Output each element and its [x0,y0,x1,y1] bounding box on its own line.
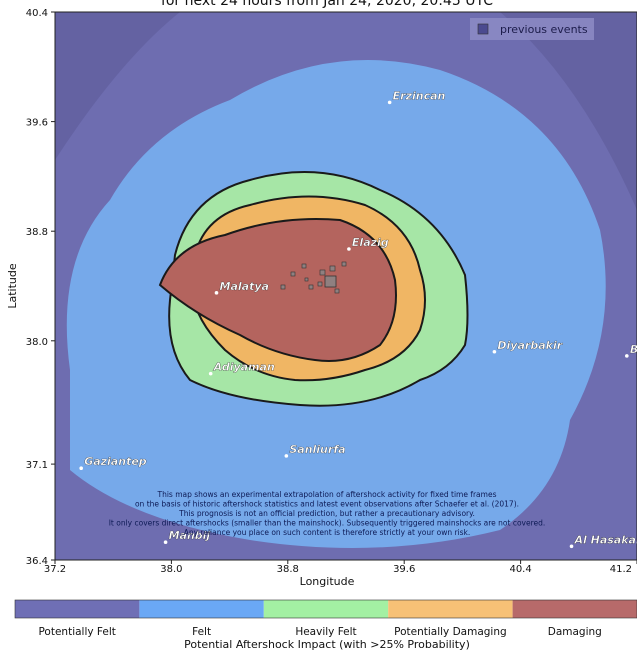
x-tick-label: 38.8 [277,564,299,575]
city-label: Diyarbakir [497,339,562,352]
event-marker [301,263,307,269]
event-marker [324,275,337,288]
event-marker [317,281,323,287]
event-marker [329,265,336,272]
x-axis-ticks: 37.2 38.0 38.8 39.6 40.4 41.2 [44,560,637,575]
colorbar: Potentially Felt Felt Heavily Felt Potentia… [14,599,637,638]
colorbar-swatch [263,600,389,618]
x-axis-label: Longitude [300,575,355,588]
colorbar-label: Potentially Felt [38,626,115,638]
terrain-shade-ne [500,12,637,210]
x-tick-label: 37.2 [44,564,66,575]
event-marker [290,271,296,277]
event-marker [280,284,286,290]
y-tick-label: 36.4 [26,556,48,567]
city-label: Sanliurfa [289,443,345,456]
city-marker [214,291,219,295]
previous-events [280,261,347,294]
city-marker [625,354,629,358]
colorbar-swatch [388,600,513,618]
legend-label: previous events [500,23,588,36]
zone-damaging [158,218,397,362]
map-title: for next 24 hours from Jan 24, 2020, 20:… [161,0,493,9]
y-axis-label: Latitude [6,263,19,309]
city-marker [492,349,497,354]
colorbar-swatch [15,600,140,618]
colorbar-label: Felt [192,626,211,638]
y-tick-label: 39.6 [26,118,48,129]
colorbar-label: Heavily Felt [295,626,356,638]
cities-layer: Erzincan Elazig Malatya Diyarbakir Batman Adi… [79,89,637,549]
city-label: Al Hasakah [574,533,637,546]
plot-frame [54,11,637,561]
city-marker [284,454,289,458]
city-marker [208,371,213,376]
city-marker [569,544,574,549]
disclaimer-line: This map shows an experimental extrapola… [157,490,497,499]
city-label: Erzincan [393,89,446,102]
event-marker [304,277,309,282]
y-tick-label: 38.8 [26,227,48,238]
colorbar-label: Potentially Damaging [394,626,507,638]
colorbar-swatch [512,600,637,618]
y-tick-label: 40.4 [26,8,48,19]
y-tick-label: 38.0 [26,337,48,348]
city-marker [79,466,83,471]
event-marker [308,284,314,290]
colorbar-title: Potential Aftershock Impact (with >25% P… [184,638,470,651]
x-tick-label: 39.6 [393,564,415,575]
disclaimer-line: on the basis of historic aftershock stat… [135,500,519,509]
city-label: Adiyaman [213,361,275,374]
colorbar-swatch [139,600,264,618]
map-plot [54,11,637,561]
disclaimer-line: Any reliance you place on such content i… [184,528,471,537]
disclaimer-line: This prognosis is not an official predic… [178,509,475,518]
x-tick-label: 38.0 [160,564,182,575]
disclaimer: This map shows an experimental extrapola… [109,490,546,537]
city-label: Manbij [169,529,211,542]
x-tick-label: 40.4 [509,564,531,575]
city-marker [387,100,392,105]
city-marker [163,540,168,544]
event-marker [341,261,347,267]
legend-box [470,18,594,40]
event-marker [334,288,340,294]
city-label: Elazig [352,236,389,249]
city-label: Malatya [220,280,269,293]
event-marker [319,269,326,276]
colorbar-frame [14,599,637,619]
city-label: Gaziantep [84,455,147,468]
colorbar-label: Damaging [548,626,602,638]
legend-marker [477,23,489,35]
city-marker [347,247,351,251]
legend: previous events [470,18,594,40]
terrain-shade-nw [55,12,180,160]
x-tick-label: 41.2 [610,564,632,575]
city-label: Batman [630,343,637,356]
y-axis-ticks: 40.4 39.6 38.8 38.0 37.1 36.4 [26,8,55,567]
y-tick-label: 37.1 [26,460,48,471]
disclaimer-line: It only covers direct aftershocks (small… [109,519,546,528]
